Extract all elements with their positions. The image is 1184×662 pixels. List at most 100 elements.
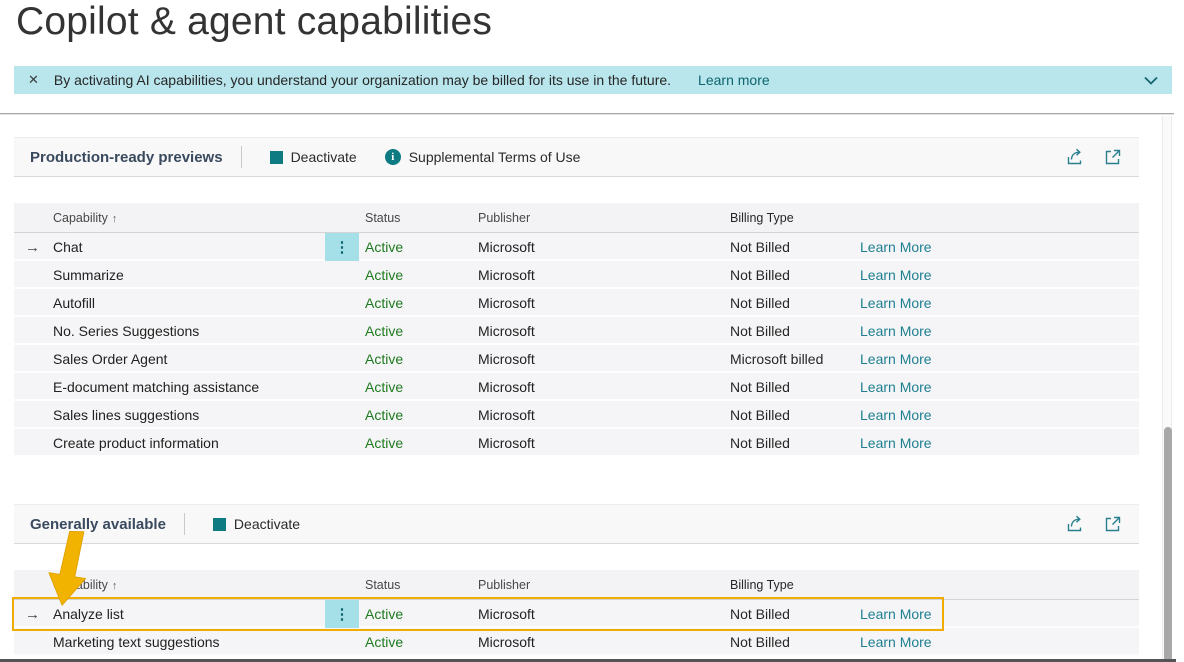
billing-cell: Not Billed [730,239,790,255]
learn-more-link[interactable]: Learn More [860,351,932,367]
status-cell: Active [365,379,404,395]
kebab-icon: ⋮ [334,238,350,256]
publisher-cell: Microsoft [478,239,535,255]
learn-more-link[interactable]: Learn More [860,435,932,451]
table-header-row: Capability ↑ Status Publisher Billing Typ… [14,203,1139,233]
deactivate-label: Deactivate [290,149,357,165]
capabilities-table: Capability ↑ Status Publisher Billing Typ… [14,203,1139,457]
section-title: Production-ready previews [30,148,223,166]
status-cell: Active [365,407,404,423]
capability-label[interactable]: Sales Order Agent [53,351,168,367]
header-divider [183,513,185,535]
page-divider [0,113,1174,115]
chevron-down-icon[interactable] [1144,76,1158,85]
learn-more-link[interactable]: Learn More [860,634,932,650]
publisher-cell: Microsoft [478,435,535,451]
column-status[interactable]: Status [365,210,401,225]
column-capability[interactable]: Capability ↑ [53,210,118,225]
column-publisher[interactable]: Publisher [478,210,531,225]
publisher-cell: Microsoft [478,379,535,395]
open-in-new-window-icon[interactable] [1103,147,1123,167]
section-header: Generally available Deactivate [14,504,1139,544]
column-status[interactable]: Status [365,577,401,592]
table-row-chat[interactable]: → Chat ⋮ Active Microsoft Not Billed Lea… [14,233,1139,261]
learn-more-link[interactable]: Learn More [860,606,932,622]
open-in-new-window-icon[interactable] [1103,514,1123,534]
table-row-summarize[interactable]: Summarize Active Microsoft Not Billed Le… [14,261,1139,289]
ai-billing-notification-banner: ✕ By activating AI capabilities, you und… [14,66,1172,94]
table-row-autofill[interactable]: Autofill Active Microsoft Not Billed Lea… [14,289,1139,317]
status-cell: Active [365,634,404,650]
billing-cell: Not Billed [730,634,790,650]
billing-cell: Not Billed [730,435,790,451]
table-row-sales-order-agent[interactable]: Sales Order Agent Active Microsoft Micro… [14,345,1139,373]
capability-label[interactable]: Summarize [53,267,124,283]
capability-label[interactable]: Create product information [53,435,219,451]
header-action-icons [1065,514,1123,534]
table-header-row: Capability ↑ Status Publisher Billing Typ… [14,570,1139,600]
share-icon[interactable] [1065,514,1085,534]
learn-more-link[interactable]: Learn More [860,323,932,339]
capability-link[interactable]: Analyze list [53,606,124,622]
table-row-edocument-matching[interactable]: E-document matching assistance Active Mi… [14,373,1139,401]
column-billing-type[interactable]: Billing Type [730,210,794,225]
production-ready-previews-card: Production-ready previews Deactivate i S… [14,137,1139,457]
deactivate-button[interactable]: Deactivate [212,516,300,532]
table-row-marketing-text-suggestions[interactable]: Marketing text suggestions Active Micros… [14,628,1139,656]
supplemental-terms-link[interactable]: i Supplemental Terms of Use [384,149,580,165]
row-menu-button[interactable]: ⋮ [325,600,359,628]
status-cell: Active [365,351,404,367]
table-row-create-product-information[interactable]: Create product information Active Micros… [14,429,1139,457]
page-title: Copilot & agent capabilities [16,0,493,43]
column-billing-type[interactable]: Billing Type [730,577,794,592]
close-icon[interactable]: ✕ [28,72,39,87]
table-row-analyze-list[interactable]: → Analyze list ⋮ Active Microsoft Not Bi… [12,597,1139,631]
section-header: Production-ready previews Deactivate i S… [14,137,1139,177]
learn-more-link[interactable]: Learn More [860,267,932,283]
banner-learn-more-link[interactable]: Learn more [698,72,770,88]
row-arrow-icon: → [25,238,40,256]
share-icon[interactable] [1065,147,1085,167]
publisher-cell: Microsoft [478,407,535,423]
publisher-cell: Microsoft [478,351,535,367]
header-action-icons [1065,147,1123,167]
publisher-cell: Microsoft [478,295,535,311]
capability-label[interactable]: No. Series Suggestions [53,323,200,339]
vertical-scrollbar[interactable] [1162,116,1172,662]
generally-available-card: Generally available Deactivate [12,504,1139,656]
billing-cell: Not Billed [730,267,790,283]
capabilities-table: Capability ↑ Status Publisher Billing Typ… [12,570,1139,656]
column-publisher[interactable]: Publisher [478,577,531,592]
deactivate-button[interactable]: Deactivate [269,149,357,165]
banner-message: By activating AI capabilities, you under… [53,72,672,88]
status-cell: Active [365,435,404,451]
learn-more-link[interactable]: Learn More [860,379,932,395]
billing-cell: Not Billed [730,606,790,622]
status-cell: Active [365,295,404,311]
info-icon: i [384,149,401,165]
capability-label[interactable]: Marketing text suggestions [53,634,220,650]
deactivate-icon [269,150,283,164]
learn-more-link[interactable]: Learn More [860,239,932,255]
capability-label[interactable]: Autofill [53,295,96,311]
billing-cell: Not Billed [730,379,790,395]
capability-label[interactable]: E-document matching assistance [53,379,260,395]
publisher-cell: Microsoft [478,606,535,622]
learn-more-link[interactable]: Learn More [860,407,932,423]
learn-more-link[interactable]: Learn More [860,295,932,311]
billing-cell: Microsoft billed [730,351,824,367]
status-cell: Active [365,239,404,255]
row-menu-button[interactable]: ⋮ [325,233,359,261]
publisher-cell: Microsoft [478,267,535,283]
table-row-sales-lines-suggestions[interactable]: Sales lines suggestions Active Microsoft… [14,401,1139,429]
capability-label[interactable]: Sales lines suggestions [53,407,200,423]
sort-ascending-icon: ↑ [111,212,118,225]
capability-link[interactable]: Chat [53,239,83,255]
table-row-no-series-suggestions[interactable]: No. Series Suggestions Active Microsoft … [14,317,1139,345]
scrollbar-thumb[interactable] [1164,427,1172,662]
billing-cell: Not Billed [730,323,790,339]
column-capability[interactable]: Capability ↑ [53,577,118,592]
billing-cell: Not Billed [730,295,790,311]
publisher-cell: Microsoft [478,634,535,650]
